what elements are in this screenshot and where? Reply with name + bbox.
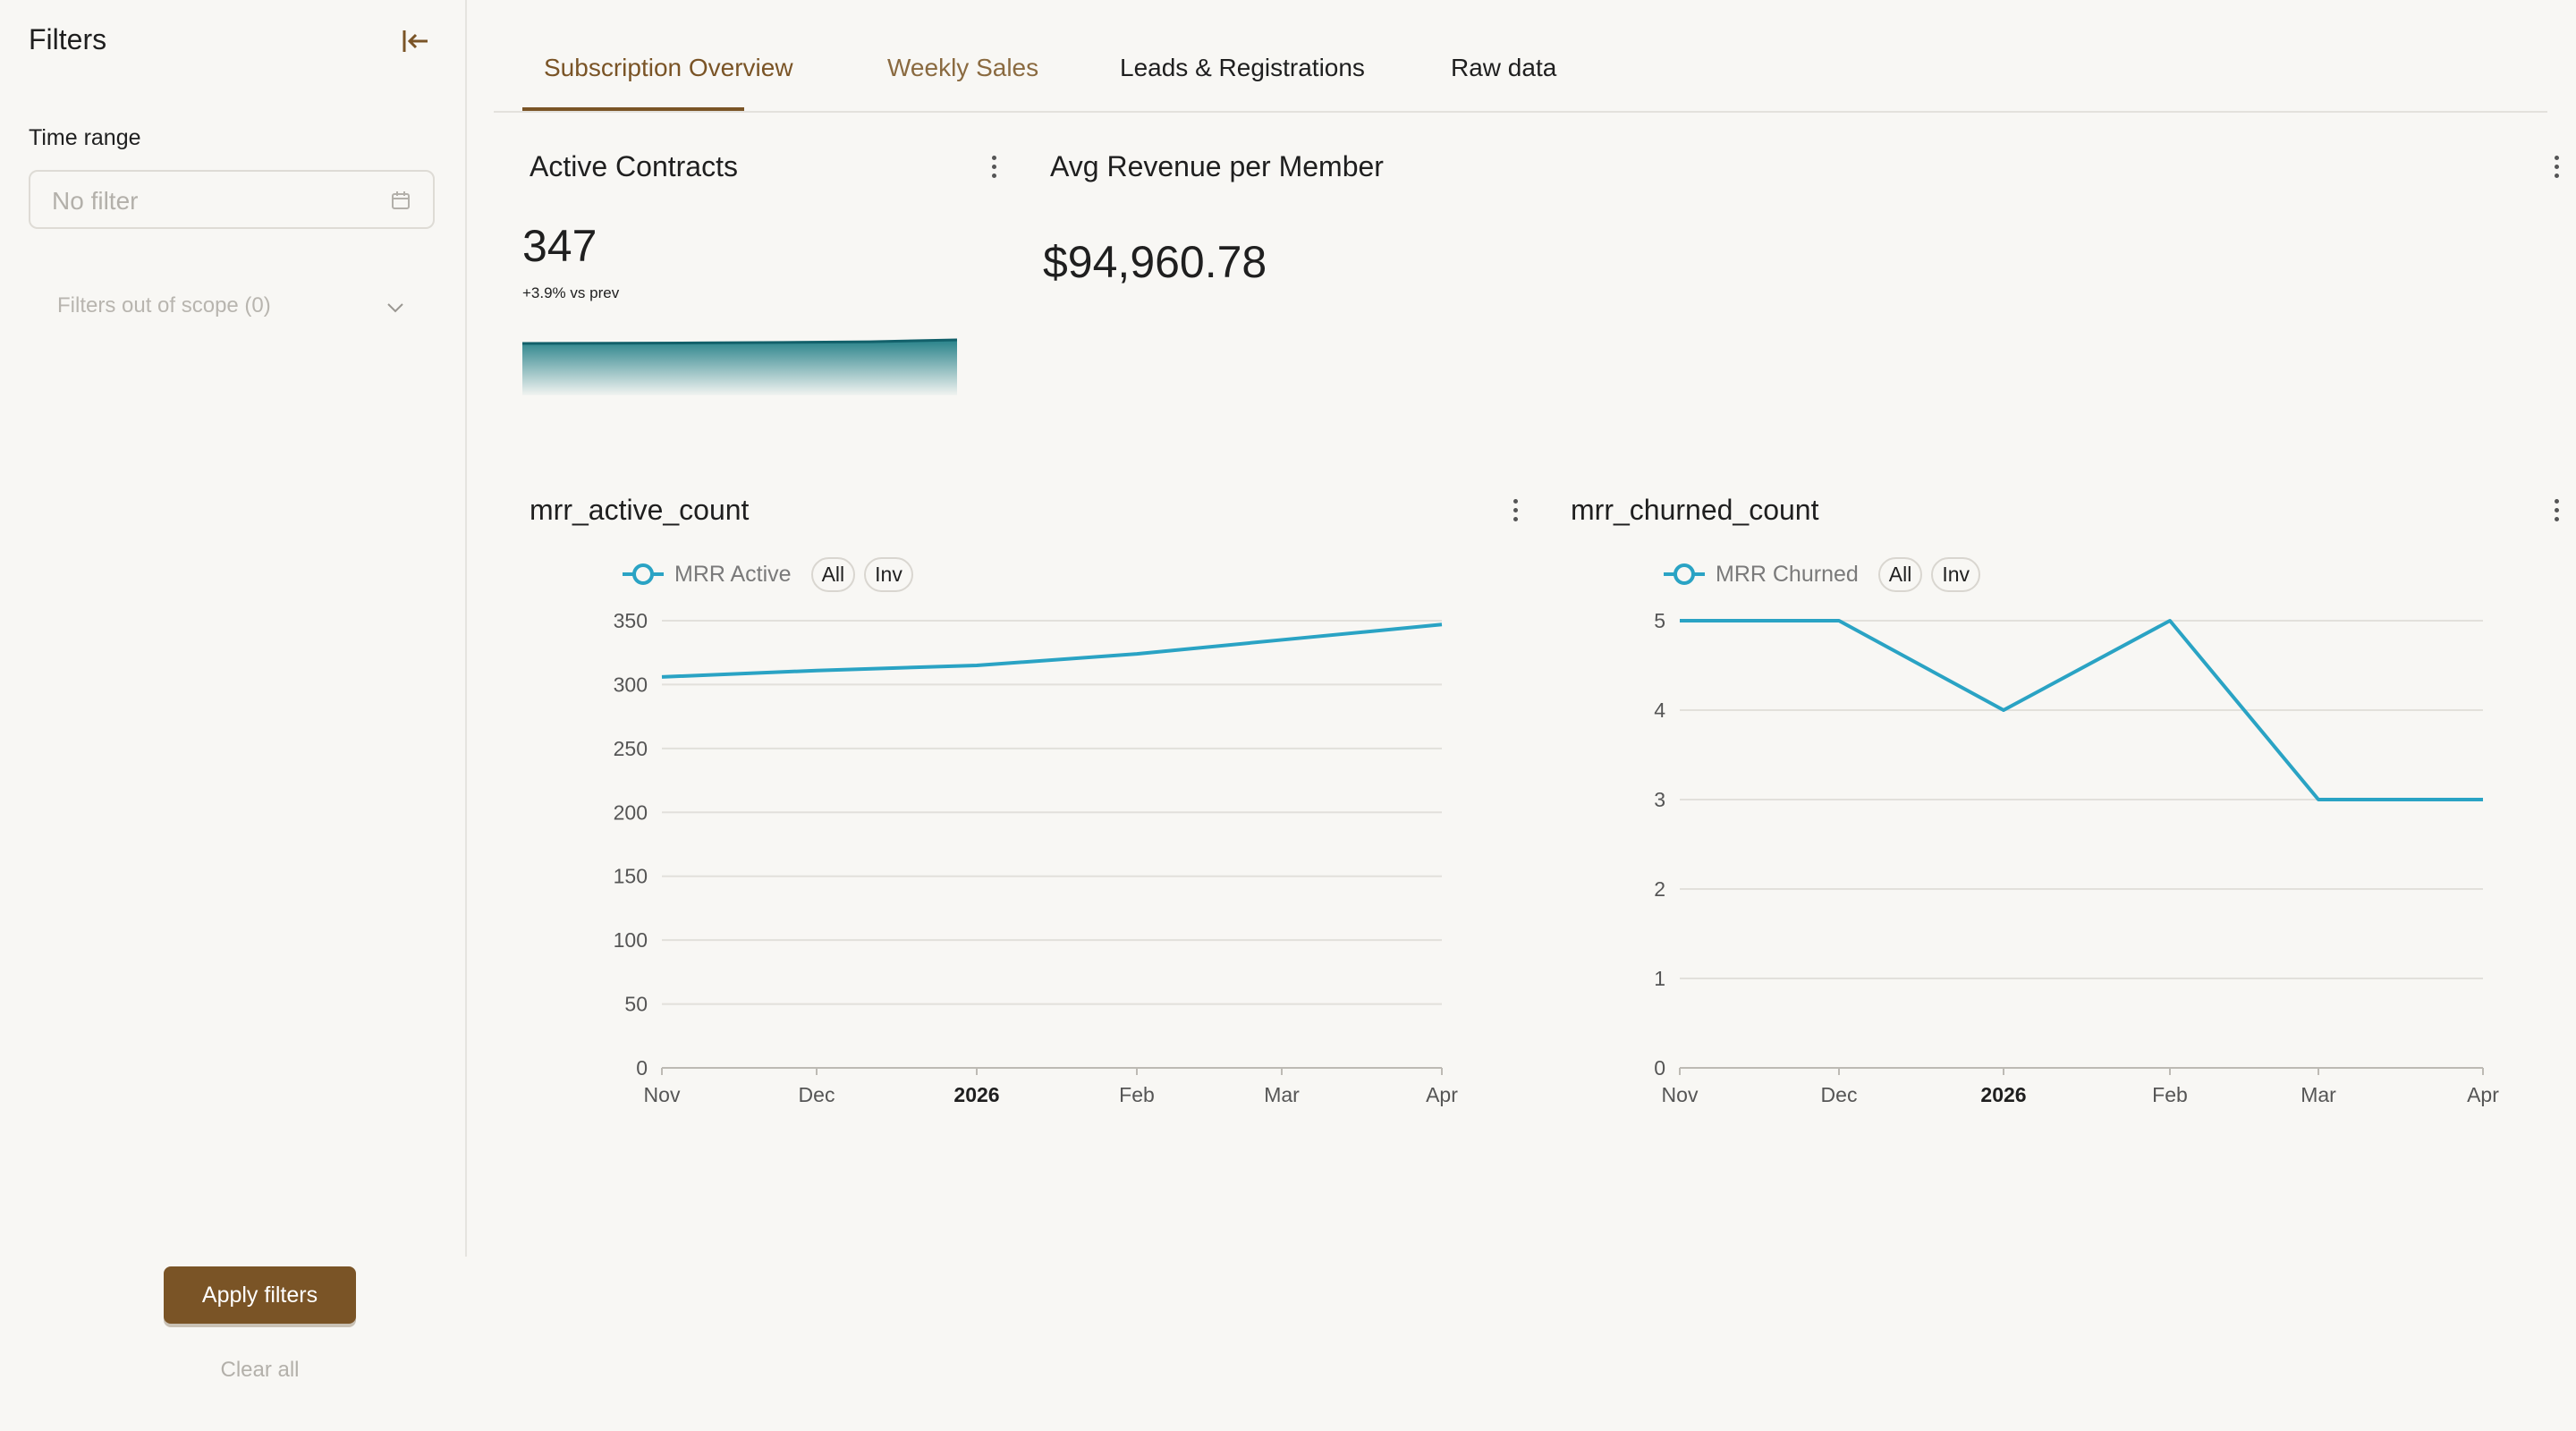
x-tick-label: Nov: [644, 1083, 681, 1106]
series-line: [661, 622, 1443, 679]
tab-subscription-overview[interactable]: Subscription Overview: [544, 54, 793, 81]
active-contracts-title: Active Contracts: [530, 150, 738, 182]
sparkline-line: [522, 338, 957, 345]
tab-leads-registrations[interactable]: Leads & Registrations: [1120, 54, 1365, 81]
legend-invert-button[interactable]: Inv: [1931, 556, 1981, 592]
mrr-active-chart-title: mrr_active_count: [530, 494, 750, 526]
time-range-label: Time range: [29, 125, 141, 150]
legend-label[interactable]: MRR Churned: [1716, 561, 1859, 587]
avg-revenue-menu-button[interactable]: [2552, 156, 2561, 184]
y-tick-label: 3: [1654, 788, 1665, 811]
mrr-churned-chart-title: mrr_churned_count: [1571, 494, 1819, 526]
time-range-placeholder: No filter: [52, 187, 139, 215]
dashboard-tabs: Subscription Overview Weekly Sales Leads…: [494, 45, 2547, 113]
x-tick-label: Feb: [2152, 1083, 2188, 1106]
x-tick-label: Dec: [1821, 1083, 1858, 1106]
y-tick-label: 300: [614, 673, 648, 696]
y-tick-label: 0: [636, 1056, 648, 1080]
y-tick-label: 150: [614, 865, 648, 888]
avg-revenue-title: Avg Revenue per Member: [1050, 150, 1384, 182]
legend-invert-button[interactable]: Inv: [864, 556, 913, 592]
series-line: [1680, 619, 2483, 801]
active-contracts-value: 347: [522, 221, 597, 271]
active-contracts-sparkline: [522, 338, 957, 395]
filters-out-of-scope-label: Filters out of scope (0): [57, 293, 271, 318]
x-tick-label: Mar: [2301, 1083, 2336, 1106]
y-tick-label: 250: [614, 737, 648, 760]
mrr-active-legend: MRR Active All Inv: [621, 556, 913, 592]
filters-title: Filters: [29, 23, 107, 55]
legend-all-button[interactable]: All: [1877, 556, 1923, 592]
y-tick-label: 2: [1654, 877, 1665, 901]
mrr-active-menu-button[interactable]: [1511, 499, 1520, 528]
y-tick-label: 200: [614, 800, 648, 824]
x-tick-label: Apr: [2467, 1083, 2499, 1106]
filters-out-of-scope-toggle[interactable]: Filters out of scope (0): [57, 293, 406, 326]
calendar-icon: [392, 191, 410, 209]
x-tick-label: Dec: [799, 1083, 835, 1106]
y-tick-label: 100: [614, 928, 648, 952]
mrr-active-chart: 0 50 100 150 200 250 300 350 Nov Dec 2026 Feb Mar Apr: [614, 609, 1459, 1106]
y-tick-label: 4: [1654, 699, 1665, 722]
tab-weekly-sales[interactable]: Weekly Sales: [887, 54, 1039, 81]
series-marker-icon: [623, 563, 664, 585]
active-contracts-menu-button[interactable]: [989, 156, 998, 184]
x-tick-label: Mar: [1264, 1083, 1300, 1106]
mrr-churned-legend: MRR Churned All Inv: [1662, 556, 1981, 592]
sparkline-area: [522, 340, 957, 395]
apply-filters-button[interactable]: Apply filters: [164, 1266, 356, 1324]
avg-revenue-value: $94,960.78: [1043, 237, 1267, 287]
chevron-down-icon: [387, 303, 403, 313]
series-marker-icon: [1664, 563, 1705, 585]
mrr-churned-chart: 0 1 2 3 4 5 Nov Dec 2026 Feb Mar Apr: [1654, 609, 2499, 1106]
x-tick-label: Apr: [1426, 1083, 1458, 1106]
x-tick-label: 2026: [1980, 1083, 2026, 1106]
y-tick-label: 0: [1654, 1056, 1665, 1080]
active-tab-indicator: [522, 107, 744, 111]
y-tick-label: 5: [1654, 609, 1665, 632]
clear-all-button[interactable]: Clear all: [220, 1358, 300, 1382]
legend-all-button[interactable]: All: [810, 556, 856, 592]
filters-sidebar: Filters Time range No filter Filters out…: [0, 0, 467, 1257]
active-contracts-delta: +3.9% vs prev: [522, 284, 620, 301]
tab-raw-data[interactable]: Raw data: [1451, 54, 1557, 81]
mrr-churned-menu-button[interactable]: [2552, 499, 2561, 528]
x-tick-label: Nov: [1662, 1083, 1699, 1106]
legend-label[interactable]: MRR Active: [674, 561, 792, 587]
time-range-input[interactable]: No filter: [29, 170, 435, 229]
x-tick-label: 2026: [953, 1083, 999, 1106]
y-tick-label: 50: [624, 993, 648, 1016]
y-tick-label: 350: [614, 609, 648, 632]
collapse-sidebar-icon[interactable]: [399, 25, 431, 57]
x-tick-label: Feb: [1119, 1083, 1155, 1106]
y-tick-label: 1: [1654, 967, 1665, 990]
